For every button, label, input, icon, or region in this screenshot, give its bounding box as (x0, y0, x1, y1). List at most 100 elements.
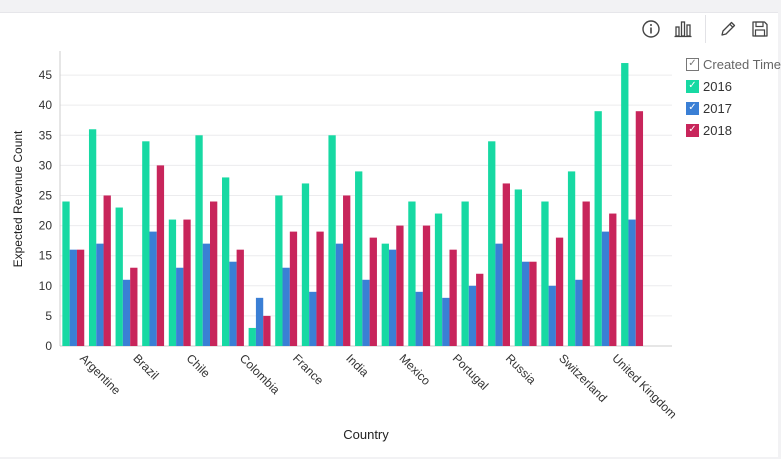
bar-2017[interactable] (122, 279, 131, 346)
bar-2017[interactable] (415, 291, 423, 346)
bar-2018[interactable] (529, 261, 537, 346)
legend-item-2016[interactable]: ✓ 2016 (686, 75, 781, 97)
bar-2018[interactable] (422, 225, 431, 346)
info-icon[interactable] (641, 19, 661, 39)
y-tick-label: 10 (39, 279, 53, 293)
y-tick-label: 25 (39, 188, 53, 202)
bar-2017[interactable] (442, 297, 450, 346)
bar-2016[interactable] (195, 135, 203, 346)
bar-2017[interactable] (202, 243, 210, 346)
legend-checkbox[interactable]: ✓ (686, 101, 699, 115)
y-tick-label: 15 (39, 249, 53, 263)
legend-label: 2016 (703, 78, 732, 94)
bar-2016[interactable] (168, 219, 177, 346)
y-axis-title: Expected Revenue Count (11, 130, 25, 267)
legend-title: Created Time (703, 56, 781, 72)
bar-2018[interactable] (289, 231, 298, 346)
bar-2018[interactable] (449, 249, 457, 346)
bar-2018[interactable] (76, 249, 85, 346)
y-tick-label: 30 (39, 158, 53, 172)
bar-2016[interactable] (142, 141, 150, 346)
bar-2018[interactable] (609, 213, 617, 346)
bar-2018[interactable] (316, 231, 324, 346)
bar-chart: 0 5 10 15 20 25 30 35 40 45 Argentine Brazil Chile Co… (11, 51, 680, 442)
bar-2016[interactable] (434, 213, 443, 346)
bar-2017[interactable] (309, 291, 317, 346)
bar-2017[interactable] (149, 231, 157, 346)
bar-2018[interactable] (156, 165, 165, 346)
bar-2016[interactable] (62, 201, 70, 346)
chart-legend: ✓ Created Time ✓ 2016 ✓ 2017 ✓ 2018 (686, 53, 781, 141)
legend-item-2017[interactable]: ✓ 2017 (686, 97, 781, 119)
bar-2018[interactable] (183, 219, 191, 346)
bar-2018[interactable] (502, 183, 510, 346)
bar-2017[interactable] (335, 243, 344, 346)
bar-2018[interactable] (210, 201, 218, 346)
bar-2017[interactable] (468, 285, 477, 346)
bar-2018[interactable] (369, 237, 377, 346)
save-icon[interactable] (750, 19, 770, 39)
bar-2016[interactable] (621, 63, 629, 346)
bar-2017[interactable] (575, 279, 583, 346)
y-tick-label: 5 (45, 309, 52, 323)
bar-2017[interactable] (548, 285, 556, 346)
legend-checkbox[interactable]: ✓ (686, 79, 699, 93)
x-tick-label: Argentine (77, 351, 123, 397)
legend-title-row[interactable]: ✓ Created Time (686, 53, 781, 75)
x-tick-label: India (343, 351, 372, 380)
bar-2018[interactable] (343, 195, 351, 346)
bar-2018[interactable] (263, 315, 271, 346)
bar-2016[interactable] (488, 141, 496, 346)
bar-2017[interactable] (628, 219, 636, 346)
legend-checkbox[interactable]: ✓ (686, 123, 699, 137)
y-tick-label: 0 (45, 339, 52, 353)
bar-2017[interactable] (96, 243, 104, 346)
bar-2017[interactable] (362, 279, 370, 346)
bar-2017[interactable] (255, 297, 264, 346)
bar-2018[interactable] (582, 201, 590, 346)
bar-2018[interactable] (130, 267, 138, 346)
bar-2016[interactable] (301, 183, 310, 346)
bar-2018[interactable] (103, 195, 111, 346)
bar-2017[interactable] (522, 261, 530, 346)
bar-2016[interactable] (594, 111, 602, 346)
bar-2018[interactable] (555, 237, 564, 346)
bar-2017[interactable] (69, 249, 77, 346)
legend-label: 2018 (703, 122, 732, 138)
x-tick-label: Switzerland (556, 351, 610, 405)
legend-item-2018[interactable]: ✓ 2018 (686, 119, 781, 141)
bar-2018[interactable] (396, 225, 404, 346)
bar-2017[interactable] (495, 243, 503, 346)
bar-2018[interactable] (236, 249, 244, 346)
x-tick-label: Mexico (396, 351, 433, 388)
bar-2016[interactable] (541, 201, 549, 346)
bar-2018[interactable] (476, 273, 484, 346)
bar-2016[interactable] (222, 177, 230, 346)
chart-type-icon[interactable] (673, 19, 693, 39)
bar-2016[interactable] (567, 171, 576, 346)
bar-2016[interactable] (275, 195, 283, 346)
toolbar-divider (705, 15, 706, 43)
bar-2017[interactable] (229, 261, 237, 346)
chart-panel: 0 5 10 15 20 25 30 35 40 45 Argentine Brazil Chile Co… (0, 12, 781, 457)
edit-icon[interactable] (718, 19, 738, 39)
bar-2016[interactable] (328, 135, 336, 346)
chart-toolbar (641, 15, 770, 43)
bar-2017[interactable] (176, 267, 184, 346)
bar-2016[interactable] (461, 201, 469, 346)
bar-2016[interactable] (514, 189, 522, 346)
bar-2018[interactable] (635, 111, 644, 346)
x-tick-label: Russia (503, 351, 539, 387)
y-tick-label: 45 (39, 68, 53, 82)
bar-2016[interactable] (408, 201, 416, 346)
bar-2016[interactable] (115, 207, 123, 346)
bar-2017[interactable] (601, 231, 610, 346)
legend-title-checkbox[interactable]: ✓ (686, 57, 699, 71)
bar-2017[interactable] (388, 249, 397, 346)
bar-2016[interactable] (88, 129, 97, 346)
bar-2016[interactable] (381, 243, 389, 346)
bar-2017[interactable] (282, 267, 290, 346)
bar-2016[interactable] (355, 171, 363, 346)
x-tick-label: Portugal (450, 351, 492, 393)
bar-2016[interactable] (248, 327, 256, 346)
